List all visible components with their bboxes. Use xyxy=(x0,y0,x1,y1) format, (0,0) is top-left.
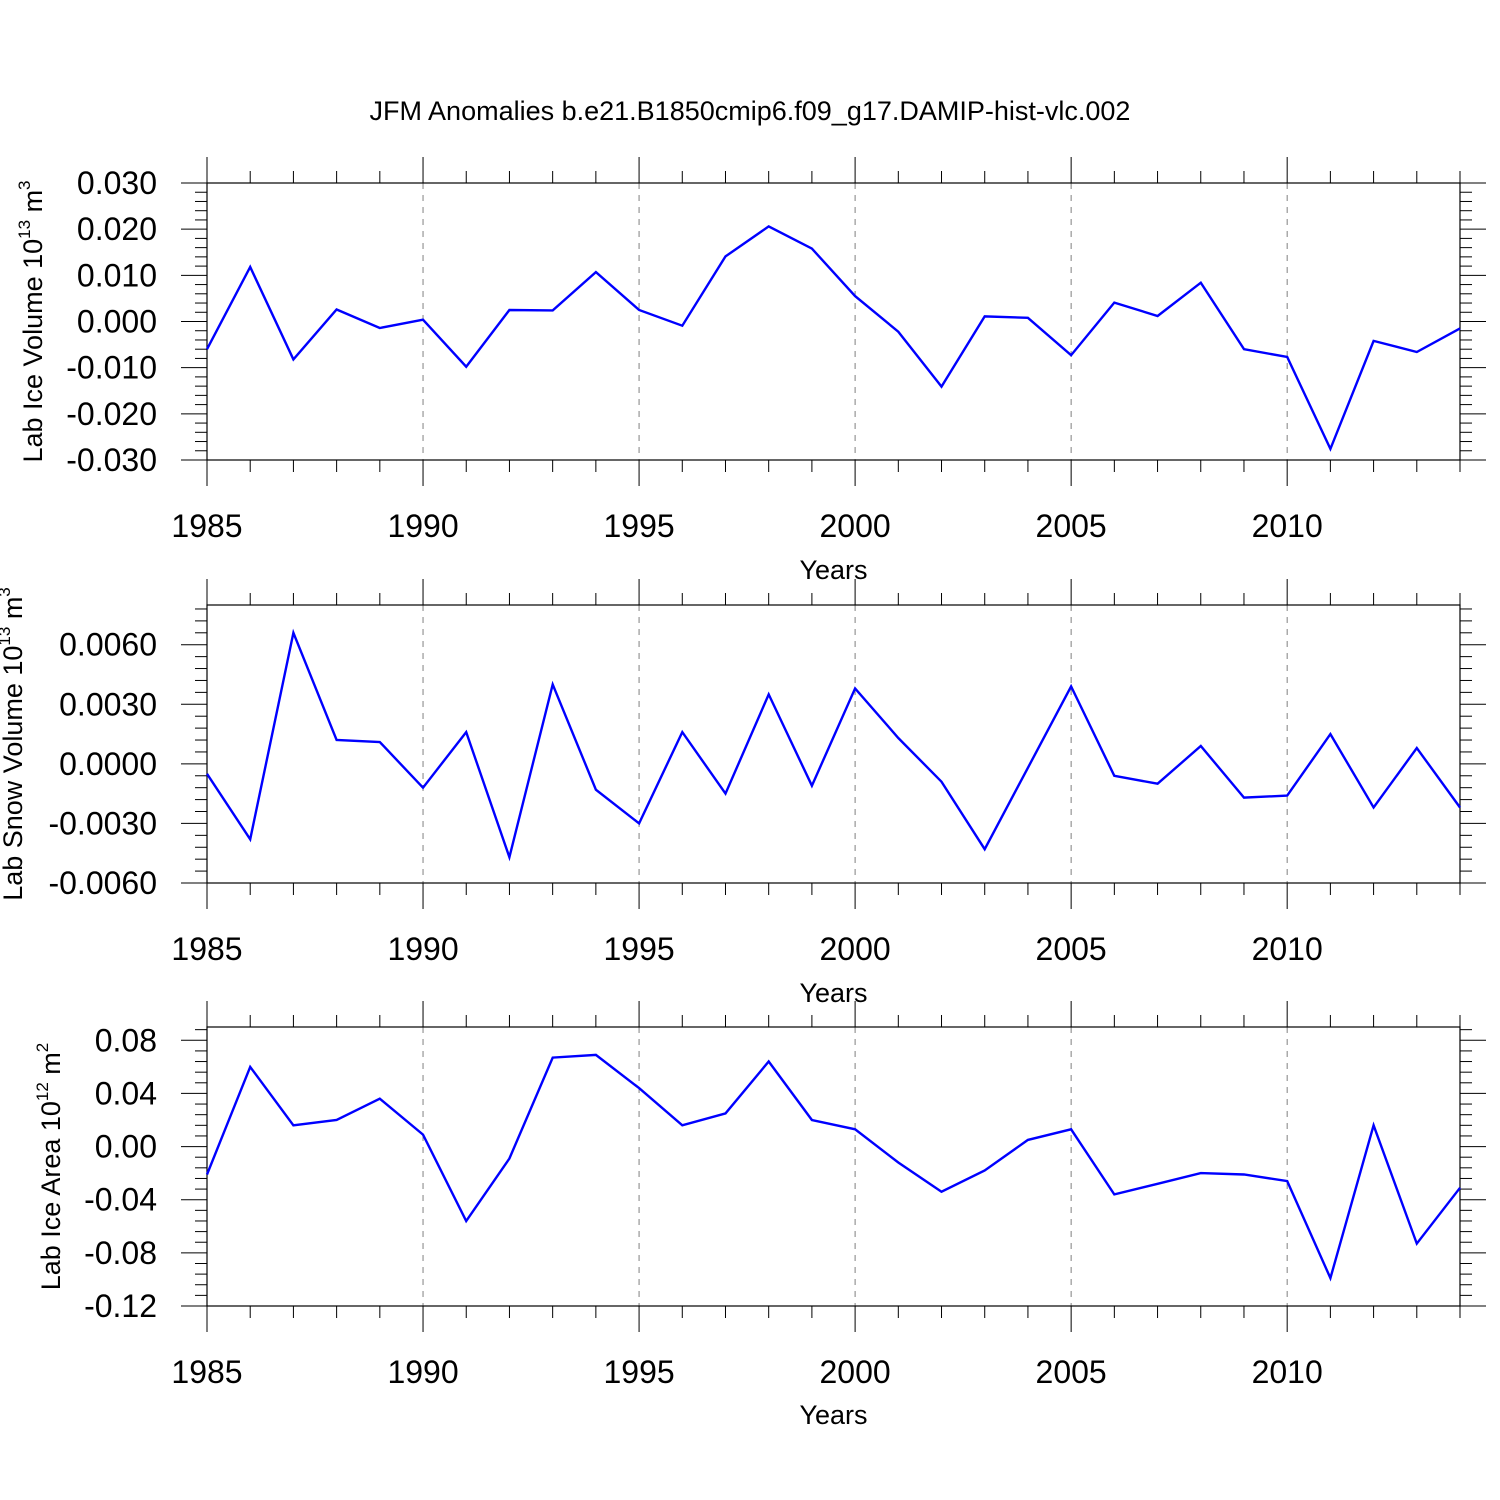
chart-panel-2: 1985 1990 1995 2000 2005 2010 Years -0.0060 -0.0… xyxy=(0,579,1486,1008)
chart-panel-1: 1985 1990 1995 2000 2005 2010 Years -0.030 -0.02… xyxy=(15,157,1486,585)
plot-frame xyxy=(206,604,1461,884)
y-tick-label: 0.000 xyxy=(77,304,157,340)
y-tick-label: 0.04 xyxy=(95,1075,157,1111)
y-axis-title-unit-exp: 2 xyxy=(33,1043,52,1052)
y-axis-title-unit-exp: 3 xyxy=(15,180,34,189)
y-tick-label: 0.020 xyxy=(77,211,157,247)
x-tick-label: 1995 xyxy=(603,508,674,544)
y-tick-label: 0.030 xyxy=(77,165,157,201)
x-tick-label: 1985 xyxy=(171,1354,242,1390)
plot-frame xyxy=(206,182,1461,461)
x-tick-label: 1985 xyxy=(171,931,242,967)
y-axis-title-text: Lab Snow Volume 10 xyxy=(0,646,28,901)
y-tick-label: 0.00 xyxy=(95,1129,157,1165)
x-tick-label: 1995 xyxy=(603,931,674,967)
y-tick-label: 0.0000 xyxy=(59,746,157,782)
series-line-1 xyxy=(205,628,1461,862)
y-tick-label: -0.04 xyxy=(84,1182,157,1218)
x-tick-label: 2010 xyxy=(1252,508,1323,544)
y-tick-label: -0.030 xyxy=(66,442,157,478)
y-axis-title: Lab Ice Volume 1013 m3 xyxy=(15,180,48,462)
y-axis-title: Lab Ice Area 1012 m2 xyxy=(33,1043,66,1291)
x-axis-title: Years xyxy=(799,555,867,585)
x-axis-title: Years xyxy=(799,978,867,1008)
x-tick-label: 2005 xyxy=(1036,508,1107,544)
series-line-1 xyxy=(205,225,1461,452)
y-axis-title-unit-exp: 3 xyxy=(0,587,14,596)
y-tick-label: 0.0030 xyxy=(59,686,157,722)
x-tick-label: 2010 xyxy=(1252,1354,1323,1390)
y-tick-label: -0.0060 xyxy=(48,865,157,901)
y-axis-title-unit: m xyxy=(36,1052,66,1082)
x-tick-label: 2005 xyxy=(1036,1354,1107,1390)
x-tick-label: 1990 xyxy=(387,508,458,544)
x-axis-title: Years xyxy=(799,1400,867,1430)
y-tick-label: -0.0030 xyxy=(48,805,157,841)
y-axis-title-exp: 12 xyxy=(33,1082,52,1101)
x-tick-label: 2010 xyxy=(1252,931,1323,967)
panels-group: 1985 1990 1995 2000 2005 2010 Years -0.030 -0.02… xyxy=(0,157,1486,1430)
x-tick-label: 1985 xyxy=(171,508,242,544)
y-tick-label: -0.020 xyxy=(66,396,157,432)
y-axis-title-unit: m xyxy=(18,190,48,220)
x-tick-label: 2000 xyxy=(820,508,891,544)
x-tick-label: 2005 xyxy=(1036,931,1107,967)
y-tick-label: -0.12 xyxy=(84,1288,157,1324)
y-axis-title-text: Lab Ice Volume 10 xyxy=(18,239,48,463)
figure-title: JFM Anomalies b.e21.B1850cmip6.f09_g17.D… xyxy=(370,96,1131,126)
y-tick-label: -0.010 xyxy=(66,350,157,386)
y-axis-title-unit: m xyxy=(0,597,28,627)
y-tick-label: 0.010 xyxy=(77,257,157,293)
y-tick-label: 0.0060 xyxy=(59,627,157,663)
y-axis-title: Lab Snow Volume 1013 m3 xyxy=(0,587,28,901)
chart-panel-3: 1985 1990 1995 2000 2005 2010 Years -0.12 -0.08 -… xyxy=(33,1001,1486,1430)
x-tick-label: 1990 xyxy=(387,1354,458,1390)
x-tick-label: 1995 xyxy=(603,1354,674,1390)
x-tick-label: 2000 xyxy=(820,931,891,967)
plot-frame xyxy=(206,1026,1461,1307)
series-line-1 xyxy=(205,1053,1461,1282)
y-axis-title-exp: 13 xyxy=(15,220,34,239)
x-tick-label: 1990 xyxy=(387,931,458,967)
y-axis-title-exp: 13 xyxy=(0,627,14,646)
y-tick-label: 0.08 xyxy=(95,1022,157,1058)
y-axis-title-text: Lab Ice Area 10 xyxy=(36,1101,66,1290)
y-tick-label: -0.08 xyxy=(84,1235,157,1271)
x-tick-label: 2000 xyxy=(820,1354,891,1390)
